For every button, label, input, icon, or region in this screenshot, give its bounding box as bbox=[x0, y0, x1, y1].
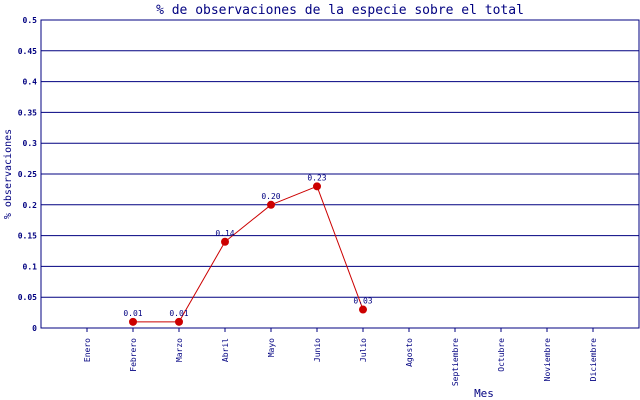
data-label: 0.01 bbox=[169, 309, 188, 318]
data-point bbox=[221, 237, 229, 246]
x-tick-label: Abril bbox=[221, 338, 230, 362]
x-axis-label: Mes bbox=[474, 387, 494, 400]
x-tick-label: Septiembre bbox=[451, 338, 460, 386]
y-tick-label: 0.2 bbox=[23, 201, 38, 210]
x-tick-label: Noviembre bbox=[543, 338, 552, 382]
y-tick-label: 0.1 bbox=[23, 262, 38, 271]
data-point bbox=[313, 182, 321, 191]
data-point bbox=[267, 200, 275, 209]
series-segment bbox=[316, 186, 364, 310]
data-label: 0.14 bbox=[215, 229, 234, 238]
y-tick-label: 0 bbox=[32, 324, 37, 333]
x-tick-label: Diciembre bbox=[589, 338, 598, 382]
y-tick-label: 0.25 bbox=[18, 170, 37, 179]
x-tick-label: Julio bbox=[359, 338, 368, 362]
x-tick-label: Octubre bbox=[497, 338, 506, 372]
x-tick-label: Marzo bbox=[175, 338, 184, 362]
y-axis-label: % observaciones bbox=[3, 129, 14, 219]
x-tick-label: Febrero bbox=[129, 338, 138, 372]
y-tick-label: 0.4 bbox=[23, 78, 38, 87]
x-tick-label: Mayo bbox=[267, 338, 276, 357]
y-tick-label: 0.05 bbox=[18, 293, 37, 302]
chart-title: % de observaciones de la especie sobre e… bbox=[156, 3, 524, 18]
plot-frame bbox=[40, 19, 640, 329]
y-tick-label: 0.5 bbox=[23, 16, 38, 25]
y-tick-label: 0.45 bbox=[18, 47, 37, 56]
data-label: 0.03 bbox=[353, 297, 372, 306]
data-point bbox=[175, 317, 183, 326]
data-point bbox=[359, 305, 367, 314]
series-segment bbox=[224, 204, 272, 243]
series-segment bbox=[270, 185, 318, 206]
y-tick-label: 0.15 bbox=[18, 232, 37, 241]
x-tick-label: Junio bbox=[313, 338, 322, 362]
data-point bbox=[129, 317, 137, 326]
y-tick-label: 0.3 bbox=[23, 139, 38, 148]
y-tick-label: 0.35 bbox=[18, 108, 37, 117]
data-label: 0.01 bbox=[123, 309, 142, 318]
series-segment bbox=[178, 241, 226, 323]
x-tick-label: Agosto bbox=[405, 338, 414, 367]
data-label: 0.20 bbox=[261, 192, 280, 201]
data-label: 0.23 bbox=[307, 173, 326, 182]
x-tick-label: Enero bbox=[83, 338, 92, 362]
